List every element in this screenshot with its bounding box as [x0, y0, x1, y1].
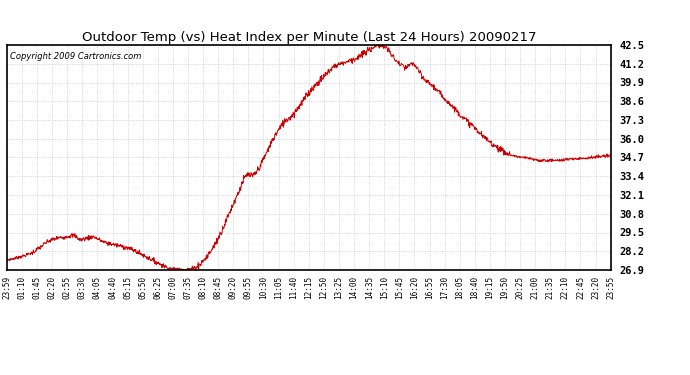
Title: Outdoor Temp (vs) Heat Index per Minute (Last 24 Hours) 20090217: Outdoor Temp (vs) Heat Index per Minute … — [81, 31, 536, 44]
Text: Copyright 2009 Cartronics.com: Copyright 2009 Cartronics.com — [10, 52, 141, 61]
